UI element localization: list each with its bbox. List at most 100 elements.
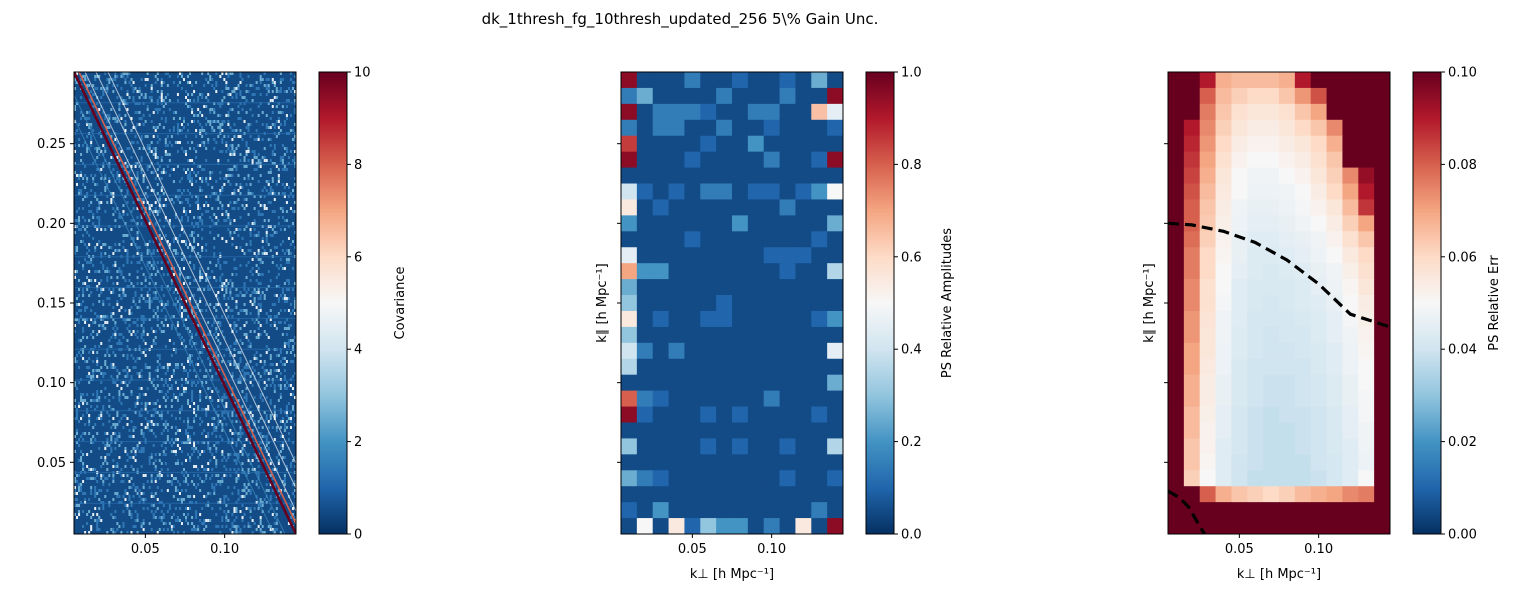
heatmap-cell (273, 321, 276, 324)
heatmap-cell (126, 249, 129, 252)
heatmap-cell (197, 525, 200, 528)
heatmap-cell (1231, 310, 1248, 328)
heatmap-cell (176, 321, 179, 324)
heatmap-cell (96, 525, 99, 528)
heatmap-cell (86, 465, 89, 468)
heatmap-cell (245, 198, 248, 201)
heatmap-cell (166, 369, 169, 372)
heatmap-cell (263, 363, 266, 366)
heatmap-cell (237, 438, 240, 441)
heatmap-cell (191, 234, 194, 237)
heatmap-cell (152, 261, 155, 264)
heatmap-cell (1310, 374, 1327, 392)
heatmap-cell (732, 454, 749, 471)
heatmap-cell (140, 408, 143, 411)
heatmap-cell (158, 453, 161, 456)
heatmap-cell (1294, 390, 1312, 407)
heatmap-cell (144, 93, 147, 96)
heatmap-cell (779, 167, 796, 184)
heatmap-cell (96, 360, 99, 363)
heatmap-cell (82, 162, 85, 165)
heatmap-cell (160, 237, 163, 240)
heatmap-cell (275, 519, 278, 522)
heatmap-cell (255, 156, 258, 159)
heatmap-cell (118, 288, 121, 291)
heatmap-cell (277, 354, 280, 357)
heatmap-cell (130, 435, 133, 438)
heatmap-cell (102, 480, 105, 483)
heatmap-cell (732, 247, 749, 264)
heatmap-cell (140, 324, 143, 327)
heatmap-cell (283, 294, 286, 297)
heatmap-cell (156, 423, 159, 426)
heatmap-cell (164, 198, 167, 201)
heatmap-cell (197, 456, 200, 459)
heatmap-cell (249, 411, 252, 414)
heatmap-cell (747, 87, 765, 105)
heatmap-cell (146, 480, 149, 483)
heatmap-cell (126, 345, 129, 348)
heatmap-cell (197, 198, 200, 201)
heatmap-cell (132, 525, 135, 528)
heatmap-cell (203, 288, 206, 291)
heatmap-cell (213, 456, 216, 459)
heatmap-cell (291, 267, 294, 270)
heatmap-cell (180, 129, 183, 132)
heatmap-cell (239, 102, 242, 105)
heatmap-cell (201, 246, 204, 249)
heatmap-cell (205, 474, 208, 477)
heatmap-cell (243, 177, 246, 180)
heatmap-cell (154, 222, 157, 225)
heatmap-cell (205, 105, 208, 108)
heatmap-cell (90, 375, 93, 378)
heatmap-cell (241, 519, 244, 522)
heatmap-cell (191, 399, 194, 402)
heatmap-cell (92, 369, 95, 372)
heatmap-cell (291, 159, 294, 162)
heatmap-cell (700, 374, 717, 392)
heatmap-cell (191, 141, 194, 144)
heatmap-cell (255, 318, 258, 321)
heatmap-cell (277, 489, 280, 492)
heatmap-cell (287, 438, 290, 441)
heatmap-cell (156, 354, 159, 357)
heatmap-cell (205, 195, 208, 198)
heatmap-cell (217, 219, 220, 222)
heatmap-cell (245, 144, 248, 147)
heatmap-cell (279, 351, 282, 354)
heatmap-cell (180, 258, 183, 261)
heatmap-cell (134, 486, 137, 489)
heatmap-cell (275, 528, 278, 531)
heatmap-cell (245, 396, 248, 399)
heatmap-cell (74, 246, 77, 249)
heatmap-cell (156, 90, 159, 93)
heatmap-cell (120, 441, 123, 444)
heatmap-cell (636, 231, 654, 248)
heatmap-cell (213, 423, 216, 426)
heatmap-cell (108, 420, 111, 423)
heatmap-cell (98, 396, 101, 399)
heatmap-cell (700, 119, 717, 137)
heatmap-cell (92, 213, 95, 216)
heatmap-cell (158, 390, 161, 393)
heatmap-cell (239, 135, 242, 138)
heatmap-cell (732, 263, 749, 280)
heatmap-cell (259, 324, 262, 327)
heatmap-cell (178, 483, 181, 486)
heatmap-cell (76, 516, 79, 519)
heatmap-cell (213, 111, 216, 114)
heatmap-cell (827, 199, 843, 216)
heatmap-cell (684, 183, 701, 200)
heatmap-cell (255, 270, 258, 273)
heatmap-cell (118, 399, 121, 402)
heatmap-cell (285, 414, 288, 417)
heatmap-cell (96, 156, 99, 159)
heatmap-cell (168, 219, 171, 222)
heatmap-cell (193, 237, 196, 240)
heatmap-cell (154, 468, 157, 471)
heatmap-cell (293, 516, 296, 519)
heatmap-cell (170, 327, 173, 330)
heatmap-cell (621, 151, 638, 168)
heatmap-cell (144, 207, 147, 210)
heatmap-cell (138, 441, 141, 444)
